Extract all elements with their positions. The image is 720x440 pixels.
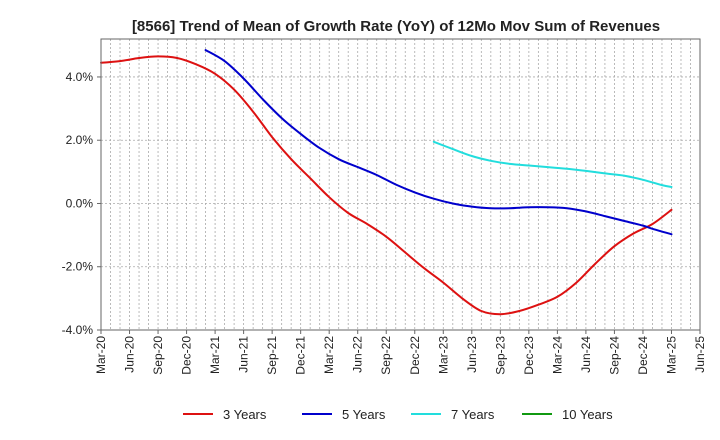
x-tick-label: Jun-22 <box>351 336 365 373</box>
x-axis-ticks: Mar-20 Jun-20 Sep-20 Dec-20 Mar-21 Jun-21 Sep-… <box>94 330 707 375</box>
x-tick-label: Sep-23 <box>493 336 507 375</box>
x-tick-label: Mar-23 <box>436 336 450 374</box>
grid <box>100 39 701 331</box>
y-tick-label: 2.0% <box>66 133 94 147</box>
x-tick-label: Dec-24 <box>636 336 650 375</box>
x-tick-label: Mar-21 <box>208 336 222 374</box>
x-tick-label: Jun-24 <box>579 336 593 373</box>
x-tick-label: Mar-24 <box>550 336 564 374</box>
x-tick-label: Jun-20 <box>123 336 137 373</box>
x-tick-label: Jun-21 <box>237 336 251 373</box>
x-tick-label: Mar-22 <box>322 336 336 374</box>
series-line-3-years <box>100 55 673 316</box>
legend-label-3-years: 3 Years <box>223 407 267 422</box>
legend-label-5-years: 5 Years <box>342 407 386 422</box>
y-axis-ticks: 4.0% 2.0% 0.0% -2.0% -4.0% <box>62 70 101 337</box>
x-tick-label: Dec-20 <box>180 336 194 375</box>
legend-label-10-years: 10 Years <box>562 407 613 422</box>
y-tick-label: 0.0% <box>66 196 94 210</box>
x-tick-label: Jun-25 <box>693 336 707 373</box>
series-line-7-years <box>432 140 673 188</box>
x-tick-label: Dec-21 <box>294 336 308 375</box>
x-tick-label: Dec-23 <box>522 336 536 375</box>
x-tick-label: Sep-20 <box>151 336 165 375</box>
chart-title: [8566] Trend of Mean of Growth Rate (YoY… <box>132 18 660 35</box>
series-lines <box>100 49 673 316</box>
x-tick-label: Jun-23 <box>465 336 479 373</box>
x-tick-label: Sep-24 <box>607 336 621 375</box>
plot-frame <box>100 38 701 331</box>
y-tick-label: 4.0% <box>66 70 94 84</box>
x-tick-label: Dec-22 <box>408 336 422 375</box>
x-tick-label: Sep-22 <box>379 336 393 375</box>
y-tick-label: -4.0% <box>62 323 94 337</box>
y-tick-label: -2.0% <box>62 260 94 274</box>
legend-label-7-years: 7 Years <box>451 407 495 422</box>
x-tick-label: Sep-21 <box>265 336 279 375</box>
x-tick-label: Mar-20 <box>94 336 108 374</box>
legend: 3 Years 5 Years 7 Years 10 Years <box>183 407 613 422</box>
series-line-5-years <box>204 49 673 236</box>
x-tick-label: Mar-25 <box>664 336 678 374</box>
